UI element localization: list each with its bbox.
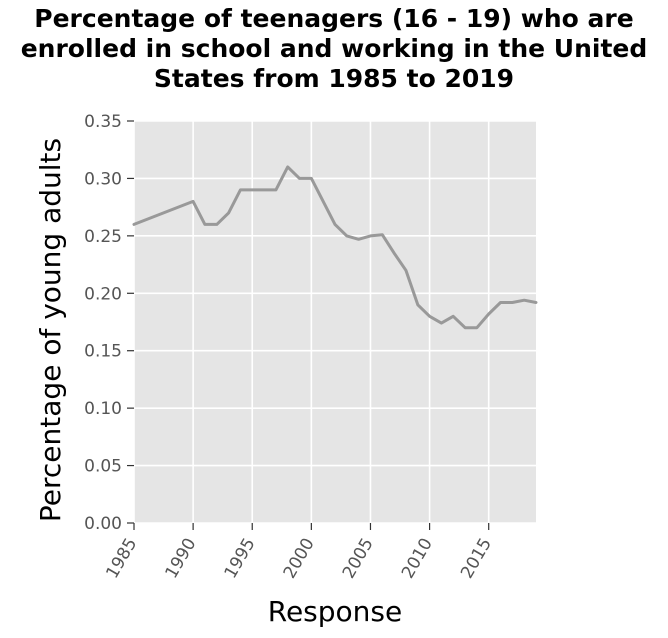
- y-tick-label: 0.10: [84, 399, 122, 419]
- major-gridlines: [133, 120, 536, 524]
- series-layer: [132, 165, 538, 330]
- x-tick-label: 2005: [339, 535, 378, 582]
- x-axis-ticks: 1985 1990 1995 2000 2005 2010 2015: [102, 523, 496, 582]
- chart-title-line-3: States from 1985 to 2019: [153, 64, 515, 93]
- chart-title-line-2: enrolled in school and working in the Un…: [20, 34, 648, 63]
- y-axis-ticks: 0.00 0.05 0.10 0.15 0.20 0.25 0.30 0.35: [84, 112, 134, 534]
- y-tick-label: 0.25: [84, 227, 122, 247]
- y-tick-label: 0.30: [84, 169, 122, 189]
- plot-background: [134, 121, 536, 523]
- x-tick-label: 1995: [221, 535, 260, 582]
- y-tick-label: 0.05: [84, 457, 122, 477]
- y-tick-label: 0.35: [84, 112, 122, 132]
- y-axis-title: Percentage of young adults: [34, 138, 67, 522]
- x-tick-label: 2010: [398, 535, 437, 582]
- x-tick-label: 1985: [102, 535, 141, 582]
- x-tick-label: 1990: [161, 535, 200, 582]
- x-tick-label: 2015: [457, 535, 496, 582]
- y-tick-label: 0.00: [84, 514, 122, 534]
- y-tick-label: 0.15: [84, 342, 122, 362]
- x-tick-label: 2000: [280, 535, 319, 582]
- chart-title: Percentage of teenagers (16 - 19) who ar…: [0, 4, 668, 94]
- x-axis-title: Response: [268, 595, 402, 628]
- chart-title-line-1: Percentage of teenagers (16 - 19) who ar…: [34, 4, 634, 33]
- y-tick-label: 0.20: [84, 284, 122, 304]
- series-line: [132, 165, 538, 330]
